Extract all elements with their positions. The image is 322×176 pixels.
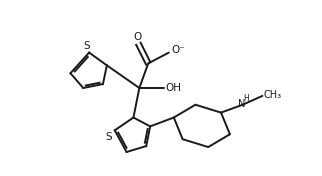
Text: H: H [243, 94, 249, 103]
Text: CH₃: CH₃ [263, 90, 281, 100]
Text: O⁻: O⁻ [172, 45, 185, 55]
Text: S: S [106, 132, 112, 142]
Text: N: N [238, 99, 245, 109]
Text: OH: OH [166, 83, 182, 93]
Text: S: S [84, 41, 90, 51]
Text: O: O [133, 32, 141, 42]
